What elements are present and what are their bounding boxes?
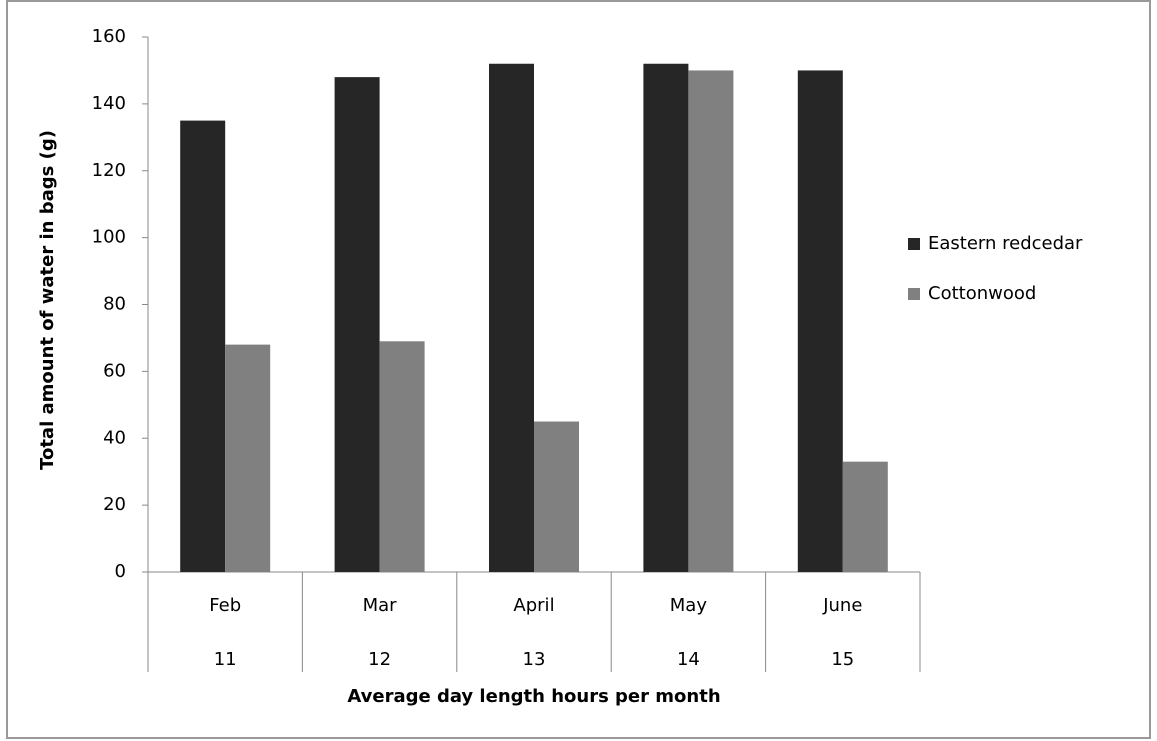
y-tick-label: 140 xyxy=(92,93,126,114)
x-group-label: 14 xyxy=(677,649,700,670)
frame xyxy=(6,0,1151,739)
x-axis-title: Average day length hours per month xyxy=(347,686,720,707)
legend-swatch xyxy=(908,238,920,250)
x-group-label: 13 xyxy=(523,649,546,670)
x-tick-label: May xyxy=(670,595,708,616)
legend-label: Cottonwood xyxy=(928,283,1036,304)
y-tick-label: 60 xyxy=(103,360,126,381)
y-tick-label: 40 xyxy=(103,427,126,448)
bar xyxy=(489,63,534,572)
y-tick-label: 100 xyxy=(92,227,126,248)
bar xyxy=(534,421,579,572)
y-tick-label: 120 xyxy=(92,160,126,181)
bar xyxy=(643,63,689,572)
y-tick-label: 80 xyxy=(103,294,126,315)
legend-swatch xyxy=(908,288,920,300)
bar xyxy=(797,70,843,572)
x-group-label: 15 xyxy=(831,649,854,670)
bar xyxy=(379,341,425,572)
bar xyxy=(842,461,888,572)
x-group-label: 11 xyxy=(214,649,237,670)
bar xyxy=(180,120,226,572)
y-tick-label: 20 xyxy=(103,494,126,515)
x-tick-label: Feb xyxy=(209,595,241,616)
y-tick-label: 0 xyxy=(115,561,126,582)
bar xyxy=(334,77,380,572)
legend-label: Eastern redcedar xyxy=(928,233,1083,254)
y-tick-label: 160 xyxy=(92,26,126,47)
bar xyxy=(688,70,734,572)
y-axis-title: Total amount of water in bags (g) xyxy=(37,130,58,470)
x-tick-label: April xyxy=(513,595,554,616)
x-tick-label: Mar xyxy=(363,595,398,616)
x-tick-label: June xyxy=(822,595,862,616)
x-group-label: 12 xyxy=(368,649,391,670)
bar xyxy=(225,344,271,572)
